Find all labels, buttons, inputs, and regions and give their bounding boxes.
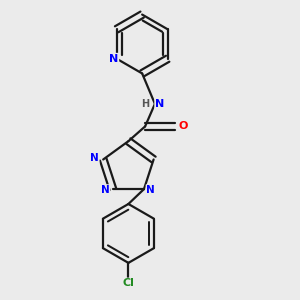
Text: H: H bbox=[141, 99, 149, 109]
Text: N: N bbox=[146, 185, 155, 195]
Text: N: N bbox=[100, 185, 109, 195]
Text: O: O bbox=[179, 122, 188, 131]
Text: N: N bbox=[109, 54, 118, 64]
Text: N: N bbox=[155, 99, 164, 109]
Text: Cl: Cl bbox=[122, 278, 134, 289]
Text: N: N bbox=[90, 154, 99, 164]
